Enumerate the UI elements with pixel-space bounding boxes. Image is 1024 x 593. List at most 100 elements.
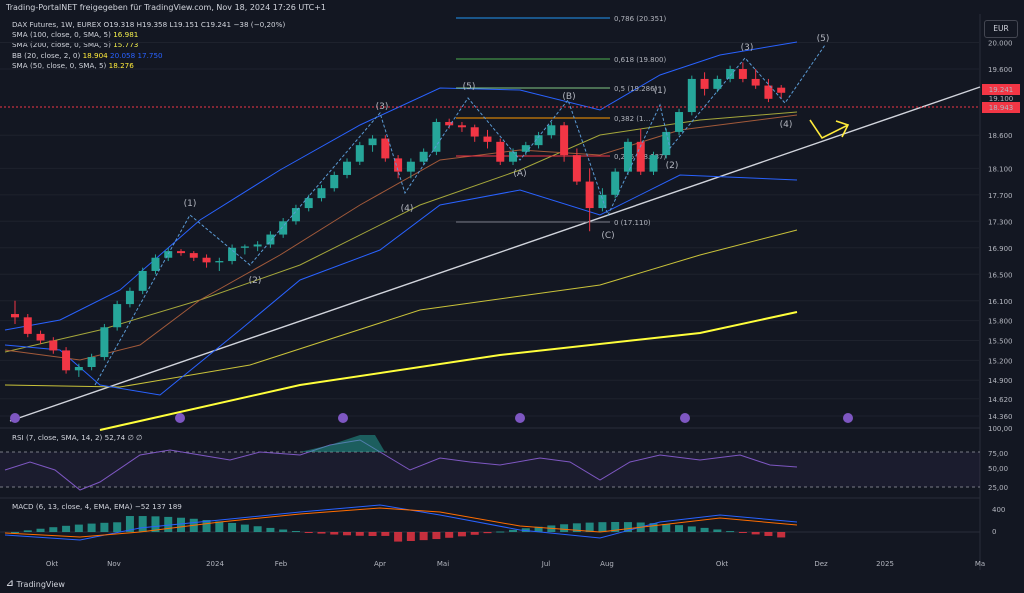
currency-button[interactable]: EUR (984, 20, 1018, 38)
macd-histogram-bar (687, 526, 696, 532)
rsi-tick-label: 25,00 (988, 484, 1008, 492)
macd-histogram-bar (445, 532, 454, 538)
macd-histogram-bar (572, 523, 581, 532)
macd-histogram-bar (649, 523, 658, 532)
event-marker-icon (10, 413, 20, 423)
brand-label: TradingView (16, 579, 65, 589)
wave-label: (5) (817, 34, 830, 44)
time-tick-label: Jul (541, 560, 551, 568)
macd-histogram-bar (151, 516, 160, 532)
candle-body (11, 314, 19, 318)
candle-body (279, 221, 288, 235)
price-tick-label: 15.500 (988, 338, 1013, 346)
wave-label: (C) (601, 231, 614, 241)
macd-histogram-bar (764, 532, 773, 536)
tradingview-logo-icon: ⊿ (6, 579, 14, 589)
time-tick-label: Ma (975, 560, 985, 568)
price-tick-label: 16.900 (988, 245, 1013, 253)
candle-body (738, 69, 747, 79)
legend-bb-v3: 17.750 (137, 50, 163, 60)
event-marker-icon (515, 413, 525, 423)
candle-body (700, 78, 709, 89)
macd-histogram-bar (125, 516, 134, 532)
macd-histogram-bar (738, 532, 747, 533)
last-price-label: 19.241 (989, 86, 1014, 94)
candle-body (406, 161, 415, 172)
legend-sma100-label[interactable]: SMA (100, close, 0, SMA, 5) (12, 30, 111, 40)
candle-body (381, 138, 390, 159)
candle-body (138, 270, 147, 291)
candle-body (687, 78, 696, 113)
candle-body (215, 261, 224, 263)
candle-body (432, 121, 441, 152)
macd-histogram-bar (177, 517, 186, 532)
legend-main[interactable]: DAX Futures, 1W, EUREX O19.318 H19.358 L… (12, 20, 286, 29)
rsi-band (0, 452, 980, 487)
price-tick-label: 20.000 (988, 40, 1013, 48)
candle-body (394, 158, 403, 172)
candle-body (457, 125, 466, 128)
macd-histogram-bar (713, 529, 722, 532)
legend-sma50-label[interactable]: SMA (50, close, 0, SMA, 5) (12, 60, 107, 70)
macd-legend[interactable]: MACD (6, 13, close, 4, EMA, EMA) −52 137… (12, 502, 182, 511)
candle-body (240, 246, 249, 248)
sma50-line (4, 111, 798, 353)
wave-label: (2) (249, 276, 262, 286)
time-tick-label: Mai (437, 560, 449, 568)
candle-body (87, 357, 96, 367)
macd-histogram-bar (343, 532, 352, 536)
line-price-badge (982, 102, 1020, 113)
candle-body (534, 135, 543, 146)
tradingview-brand[interactable]: ⊿ TradingView (6, 579, 65, 589)
macd-tick-label: 0 (992, 528, 996, 536)
macd-histogram-bar (585, 522, 594, 532)
legend-bb-label[interactable]: BB (20, close, 2, 0) (12, 50, 81, 60)
macd-histogram-bar (560, 524, 569, 532)
macd-histogram-bar (726, 531, 735, 533)
partial-price-label: 19.100 (989, 95, 1014, 103)
event-marker-icon (175, 413, 185, 423)
price-tick-label: 16.100 (988, 298, 1013, 306)
macd-histogram-bar (662, 524, 671, 532)
price-tick-label: 14.620 (988, 396, 1013, 404)
candle-body (483, 136, 492, 142)
macd-histogram-bar (138, 516, 147, 532)
wave-label: (3) (376, 102, 389, 112)
rsi-legend[interactable]: RSI (7, close, SMA, 14, 2) 52,74 ∅ ∅ (12, 433, 143, 442)
macd-histogram-bar (457, 532, 466, 537)
macd-histogram-bar (74, 524, 83, 532)
legend-sma200-label[interactable]: SMA (200, close, 0, SMA, 5) (12, 40, 111, 50)
wave-label: (2) (666, 161, 679, 171)
wave-label: (5) (463, 82, 476, 92)
projection-arrow-icon (809, 119, 850, 140)
time-tick-label: Nov (107, 560, 121, 568)
price-tick-label: 17.300 (988, 218, 1013, 226)
indicator-legend: DAX Futures, 1W, EUREX O19.318 H19.358 L… (12, 20, 285, 71)
macd-histogram-bar (496, 531, 505, 533)
candle-body (164, 251, 173, 258)
candle-body (228, 247, 237, 262)
candle-body (177, 251, 186, 254)
fib-level-label: 0 (17.110) (614, 219, 651, 227)
macd-histogram-bar (240, 524, 249, 532)
price-tick-label: 18.100 (988, 165, 1013, 173)
candle-body (202, 257, 211, 263)
legend-sma50-value: 18.276 (108, 60, 134, 70)
candle-body (521, 145, 530, 152)
candle-body (343, 161, 352, 175)
macd-histogram-bar (291, 531, 300, 533)
macd-histogram-bar (751, 532, 760, 535)
candle-body (74, 366, 83, 371)
time-tick-label: Aug (600, 560, 614, 568)
price-tick-label: 16.500 (988, 271, 1013, 279)
macd-histogram-bar (266, 527, 275, 532)
candle-body (36, 333, 45, 341)
candle-body (62, 350, 71, 371)
macd-histogram-bar (419, 532, 428, 541)
time-tick-label: 2024 (206, 560, 224, 568)
candle-body (496, 141, 505, 162)
macd-histogram-bar (330, 532, 339, 535)
price-tick-label: 17.700 (988, 192, 1013, 200)
candle-body (623, 141, 632, 172)
